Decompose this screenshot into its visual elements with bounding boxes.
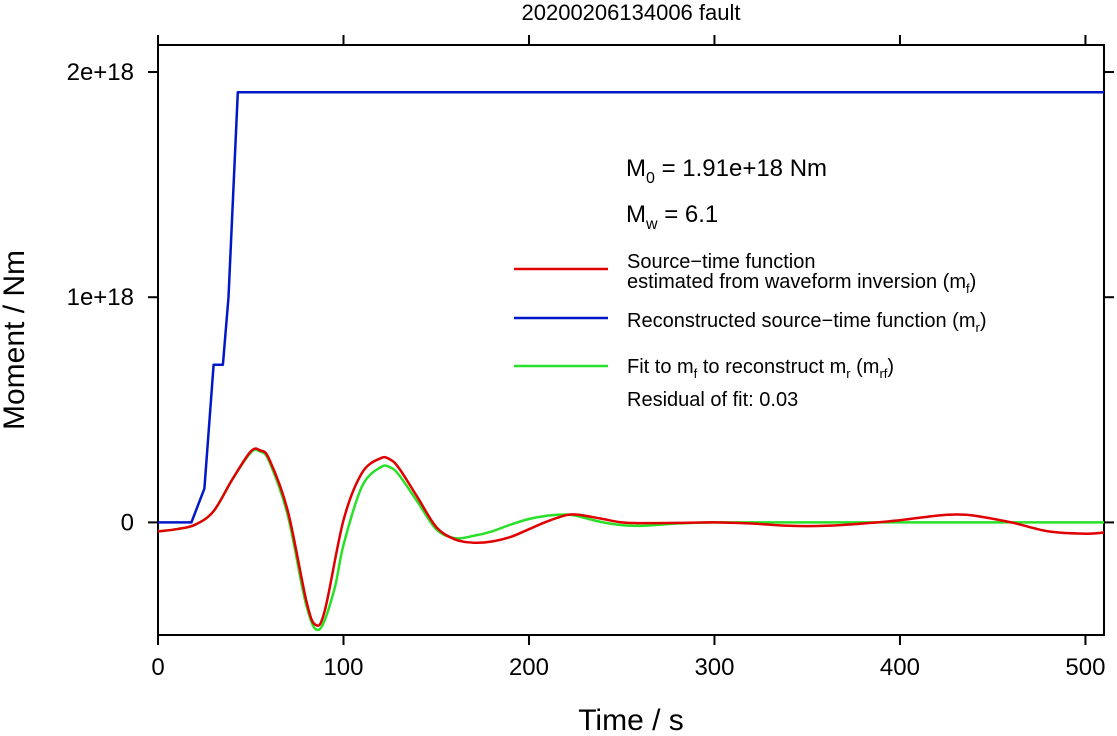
legend-label-green: Fit to mf to reconstruct mr (mrf) [627, 356, 894, 381]
legend: Source−time function estimated from wave… [514, 251, 987, 411]
series-layer [157, 91, 1105, 632]
chart-title: 20200206134006 fault [522, 0, 741, 25]
x-tick-label: 100 [323, 654, 363, 681]
legend-label-blue: Reconstructed source−time function (mr) [627, 310, 987, 335]
x-tick-label: 200 [509, 654, 549, 681]
y-tick-label: 0 [121, 509, 134, 536]
x-tick-label: 300 [694, 654, 734, 681]
residual-annotation: Residual of fit: 0.03 [627, 389, 798, 411]
series-source-time-function [157, 447, 1105, 627]
legend-label-red-line1: Source−time function [627, 251, 815, 273]
series-reconstructed-stf [158, 91, 1104, 524]
x-tick-label: 0 [151, 654, 164, 681]
y-tick-label: 2e+18 [67, 59, 134, 86]
plot-frame [157, 44, 1105, 636]
y-axis-label: Moment / Nm [0, 250, 31, 430]
x-tick-label: 400 [880, 654, 920, 681]
x-tick-label: 500 [1065, 654, 1105, 681]
x-axis-label: Time / s [578, 704, 684, 736]
legend-label-red-line2: estimated from waveform inversion (mf) [627, 271, 976, 296]
y-tick-label: 1e+18 [67, 284, 134, 311]
y-axis: 0 1e+18 2e+18 [67, 59, 1114, 536]
x-axis: 0 100 200 300 400 500 [151, 35, 1105, 681]
series-fit [157, 448, 1104, 632]
mw-annotation: Mw = 6.1 [626, 201, 718, 233]
m0-annotation: M0 = 1.91e+18 Nm [626, 155, 827, 187]
